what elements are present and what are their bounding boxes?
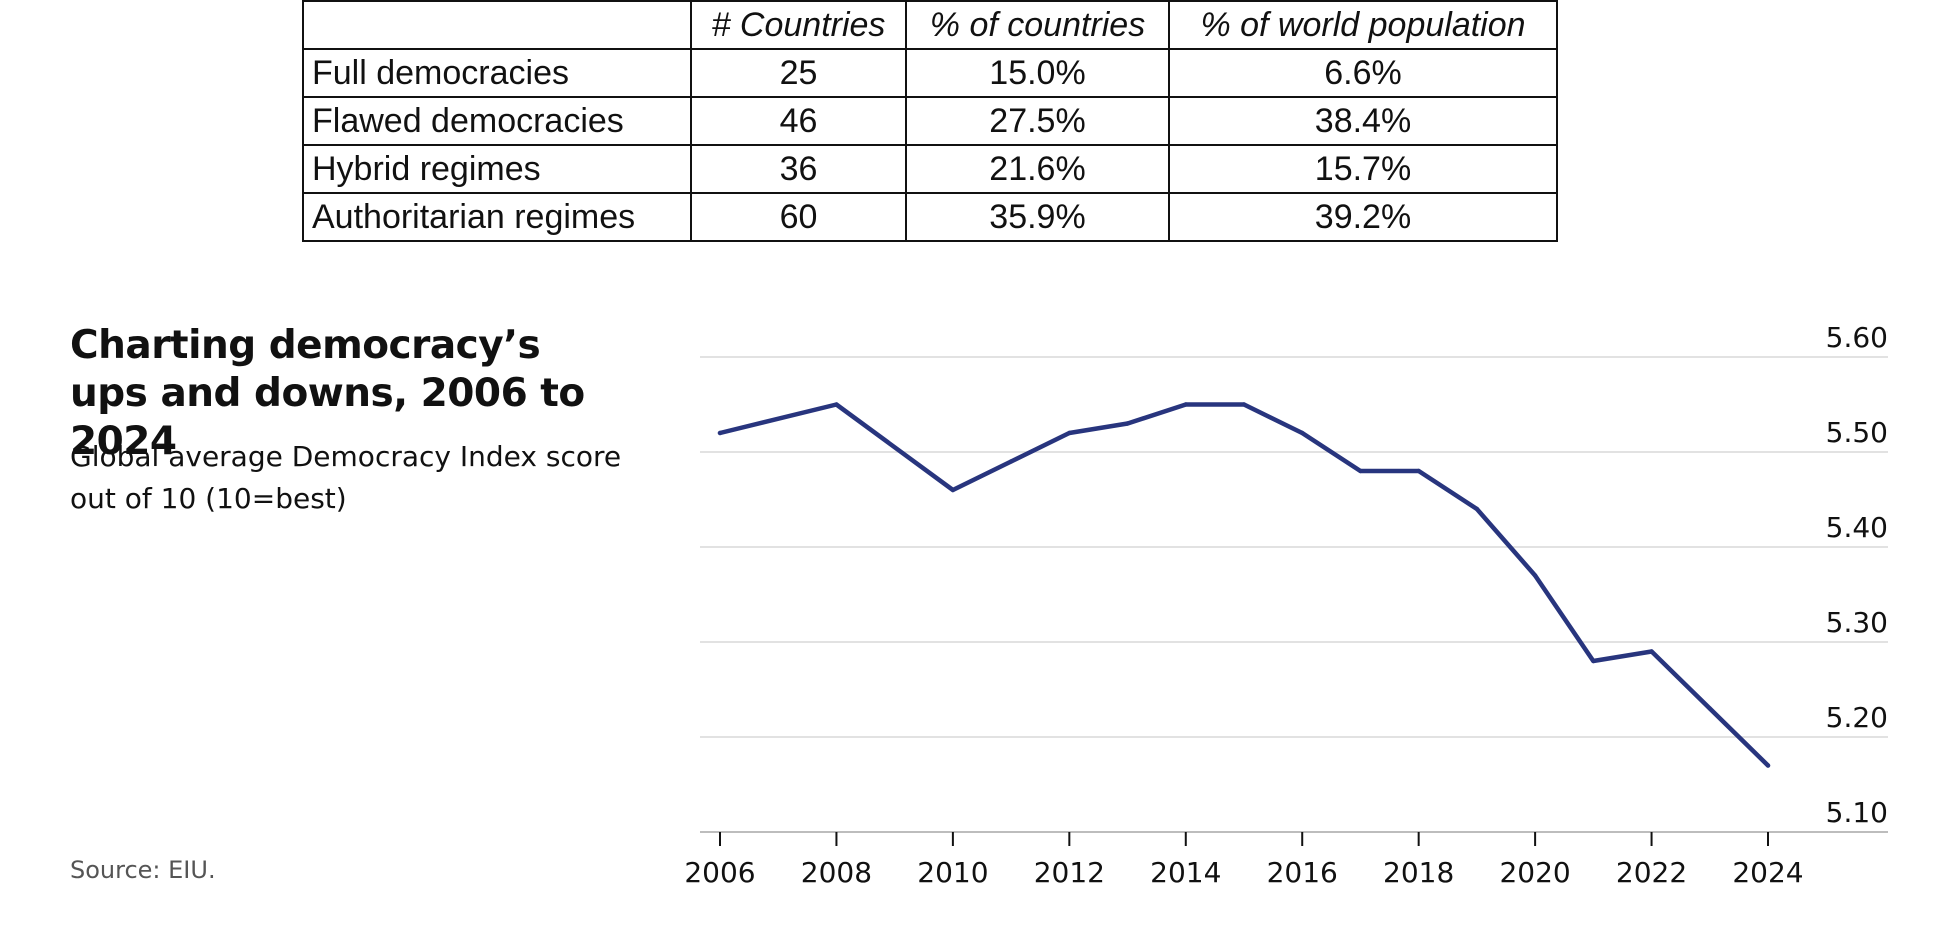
table-row: Full democracies 25 15.0% 6.6% xyxy=(302,48,1558,98)
table-header-pct-countries: % of countries xyxy=(905,0,1170,50)
series-layer xyxy=(717,402,1771,768)
y-tick-label: 5.40 xyxy=(1826,511,1888,544)
table-header-row: # Countries % of countries % of world po… xyxy=(302,0,1558,50)
y-tick-label: 5.50 xyxy=(1826,416,1888,449)
data-point xyxy=(834,402,839,407)
table-cell-countries: 60 xyxy=(690,192,907,242)
data-point xyxy=(1649,649,1654,654)
x-tick-label: 2016 xyxy=(1267,856,1338,889)
table-cell-regime: Full democracies xyxy=(302,48,692,98)
table-row: Hybrid regimes 36 21.6% 15.7% xyxy=(302,144,1558,194)
table-cell-pct-countries: 35.9% xyxy=(905,192,1170,242)
data-point xyxy=(1765,763,1771,768)
data-point xyxy=(950,487,956,493)
data-point xyxy=(717,430,723,436)
table-row: Authoritarian regimes 60 35.9% 39.2% xyxy=(302,192,1558,242)
x-tick-label: 2010 xyxy=(917,856,988,889)
tick-labels: 5.10 5.20 5.30 5.40 5.50 5.60 2006 2008 2010 2012… xyxy=(684,321,1888,889)
x-axis xyxy=(719,832,1769,846)
table-cell-regime: Authoritarian regimes xyxy=(302,192,692,242)
x-tick-label: 2008 xyxy=(801,856,872,889)
chart-title: Charting democracy’s ups and downs, 2006… xyxy=(70,323,585,464)
table-cell-pct-population: 15.7% xyxy=(1168,144,1558,194)
table-cell-countries: 25 xyxy=(690,48,907,98)
x-tick-label: 2020 xyxy=(1499,856,1570,889)
table-cell-pct-population: 38.4% xyxy=(1168,96,1558,146)
x-tick-label: 2014 xyxy=(1150,856,1221,889)
table-cell-countries: 36 xyxy=(690,144,907,194)
chart-source: Source: EIU. xyxy=(70,856,216,884)
y-tick-label: 5.10 xyxy=(1826,796,1888,829)
data-point xyxy=(1707,706,1712,711)
data-point xyxy=(1067,430,1072,436)
table-cell-pct-countries: 27.5% xyxy=(905,96,1170,146)
table-cell-pct-population: 39.2% xyxy=(1168,192,1558,242)
x-tick-label: 2022 xyxy=(1616,856,1687,889)
table-header-countries: # Countries xyxy=(690,0,907,50)
y-tick-label: 5.30 xyxy=(1826,606,1888,639)
regime-table: # Countries % of countries % of world po… xyxy=(302,0,1558,242)
table-header-blank xyxy=(302,0,692,50)
data-point xyxy=(1008,459,1014,464)
x-tick-label: 2012 xyxy=(1034,856,1105,889)
data-point xyxy=(1241,402,1247,407)
x-tick-label: 2006 xyxy=(684,856,755,889)
table-cell-regime: Flawed democracies xyxy=(302,96,692,146)
data-point xyxy=(1358,468,1363,474)
y-tick-label: 5.20 xyxy=(1826,701,1888,734)
data-point xyxy=(1183,402,1188,407)
table-header-pct-population: % of world population xyxy=(1168,0,1558,50)
x-tick-label: 2018 xyxy=(1383,856,1454,889)
data-point xyxy=(1474,506,1480,512)
chart-subtitle: Global average Democracy Index score out… xyxy=(70,440,622,515)
x-tick-label: 2024 xyxy=(1732,856,1803,889)
data-point xyxy=(1591,658,1596,664)
data-point xyxy=(1532,573,1538,578)
data-point xyxy=(1125,421,1130,426)
table-row: Flawed democracies 46 27.5% 38.4% xyxy=(302,96,1558,146)
table-cell-pct-countries: 21.6% xyxy=(905,144,1170,194)
table-cell-pct-population: 6.6% xyxy=(1168,48,1558,98)
series-line xyxy=(717,402,1771,768)
table-cell-regime: Hybrid regimes xyxy=(302,144,692,194)
table-cell-pct-countries: 15.0% xyxy=(905,48,1170,98)
data-point xyxy=(1416,468,1421,474)
data-point xyxy=(1300,430,1305,436)
y-tick-label: 5.60 xyxy=(1826,321,1888,354)
table-cell-countries: 46 xyxy=(690,96,907,146)
